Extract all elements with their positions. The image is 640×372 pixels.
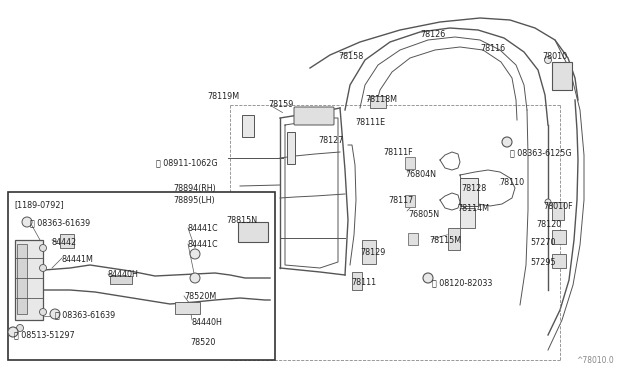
Bar [110,276,132,284]
Bar [8,192,275,360]
Circle shape [40,244,47,251]
Text: 78894(RH): 78894(RH) [173,184,216,193]
Text: 78895(LH): 78895(LH) [173,196,215,205]
Bar [362,240,376,264]
Text: 78111: 78111 [351,278,376,287]
Text: 84441C: 84441C [188,224,219,233]
Bar [448,228,460,250]
Text: Ⓢ 08363-6125G: Ⓢ 08363-6125G [510,148,572,157]
Bar [405,195,415,207]
Bar [242,115,254,137]
Text: 78114M: 78114M [457,204,489,213]
Text: 78158: 78158 [338,52,364,61]
Text: 78116: 78116 [480,44,505,53]
Circle shape [545,199,551,205]
FancyBboxPatch shape [294,107,334,125]
Text: 78815N: 78815N [226,216,257,225]
Text: 57295: 57295 [530,258,556,267]
Text: 78118M: 78118M [365,95,397,104]
Text: 78111E: 78111E [355,118,385,127]
Text: 78120: 78120 [536,220,561,229]
Text: 78127: 78127 [318,136,344,145]
Bar [17,244,27,314]
Bar [552,62,572,90]
Bar [15,240,43,320]
Text: 78115M: 78115M [429,236,461,245]
Text: 78110: 78110 [499,178,524,187]
Text: Ⓢ 08513-51297: Ⓢ 08513-51297 [14,330,75,339]
Text: 78119M: 78119M [207,92,239,101]
Text: Ⓝ 08911-1062G: Ⓝ 08911-1062G [156,158,218,167]
Circle shape [190,273,200,283]
Text: 78111F: 78111F [383,148,413,157]
Text: 84440H: 84440H [108,270,139,279]
Bar [552,254,566,268]
Text: Ⓢ 08363-61639: Ⓢ 08363-61639 [30,218,90,227]
Bar [287,132,295,164]
Text: 78520M: 78520M [184,292,216,301]
Text: 78126: 78126 [420,30,445,39]
Text: 84440H: 84440H [192,318,223,327]
Bar [552,202,564,220]
Bar [405,157,415,169]
Circle shape [17,324,24,331]
Bar [408,233,418,245]
Circle shape [40,308,47,315]
Text: 84441C: 84441C [188,240,219,249]
Text: 76804N: 76804N [405,170,436,179]
Bar [238,222,268,242]
Bar [552,230,566,244]
Bar [460,178,478,206]
Text: 78159: 78159 [268,100,293,109]
Text: ^78010.0: ^78010.0 [576,356,614,365]
Text: 78520: 78520 [190,338,216,347]
Text: 84442: 84442 [52,238,77,247]
Bar [60,234,74,248]
Bar [175,302,200,314]
Circle shape [8,327,18,337]
Circle shape [423,273,433,283]
Text: 84441M: 84441M [62,255,94,264]
Bar [352,272,362,290]
Text: 57270: 57270 [530,238,556,247]
Circle shape [190,249,200,259]
Text: 78010: 78010 [542,52,567,61]
Circle shape [50,309,60,319]
Text: 78010F: 78010F [543,202,573,211]
Text: 78128: 78128 [461,184,486,193]
Circle shape [545,57,552,64]
Text: 78117: 78117 [388,196,413,205]
Text: 78129: 78129 [360,248,385,257]
Bar [370,96,386,108]
Circle shape [40,264,47,272]
Text: Ⓑ 08120-82033: Ⓑ 08120-82033 [432,278,492,287]
Text: [1189-0792]: [1189-0792] [14,200,64,209]
Text: Ⓢ 08363-61639: Ⓢ 08363-61639 [55,310,115,319]
Circle shape [22,217,32,227]
Text: 76805N: 76805N [408,210,439,219]
Circle shape [502,137,512,147]
Bar [460,208,475,228]
